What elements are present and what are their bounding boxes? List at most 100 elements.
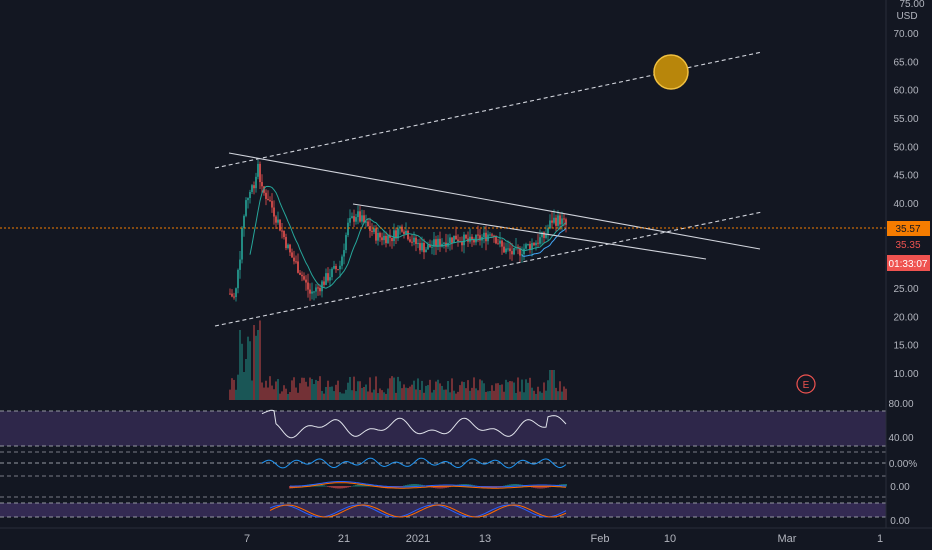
stochastic-pane[interactable] <box>0 502 886 518</box>
volume-bar <box>297 392 299 400</box>
macd-bar <box>401 486 403 487</box>
volume-bar <box>493 390 495 400</box>
candle-body <box>299 272 301 275</box>
volume-bar <box>419 389 421 400</box>
volume-bar <box>535 393 537 400</box>
volume-bar <box>407 388 409 400</box>
candle-body <box>525 244 527 249</box>
candle-body <box>307 282 309 290</box>
volume-bar <box>429 379 431 400</box>
volume-bar <box>561 391 563 400</box>
time-tick: 10 <box>664 533 676 545</box>
candle-body <box>419 243 421 251</box>
oscillator-band <box>0 411 886 446</box>
macd-bar <box>409 484 411 487</box>
volume-bar <box>553 370 555 400</box>
candle-body <box>505 248 507 253</box>
oscillator-pane[interactable] <box>0 409 886 447</box>
macd-pane[interactable] <box>289 481 567 489</box>
momentum-pane[interactable] <box>0 457 886 469</box>
volume-bar <box>521 379 523 400</box>
volume-bar <box>397 376 399 400</box>
macd-bar <box>547 486 549 488</box>
volume-bar <box>525 379 527 400</box>
candle-body <box>251 185 253 192</box>
candle-body <box>373 228 375 232</box>
candle-body <box>269 200 271 202</box>
candle-body <box>447 243 449 247</box>
candle-body <box>523 248 525 255</box>
price-tick: 65.00 <box>893 57 918 68</box>
target-circle-marker[interactable] <box>653 54 689 90</box>
candle-body <box>291 252 293 258</box>
volume-bar <box>453 390 455 400</box>
volume-bar <box>295 387 297 400</box>
inner-trendline[interactable] <box>352 203 707 260</box>
time-tick: 1 <box>877 533 883 545</box>
countdown-label: 01:33:07 <box>889 259 928 270</box>
volume-bar <box>229 389 231 400</box>
time-tick: Feb <box>591 533 610 545</box>
macd-bar <box>337 486 339 489</box>
candle-body <box>403 231 405 234</box>
volume-bar <box>523 392 525 400</box>
descending-trendline[interactable] <box>228 152 761 250</box>
volume-bar <box>291 380 293 400</box>
volume-bar <box>321 390 323 400</box>
volume-bar <box>265 380 267 400</box>
countdown-badge <box>887 255 930 271</box>
volume-bar <box>385 393 387 400</box>
volume-bar <box>531 387 533 400</box>
earnings-marker[interactable]: E <box>796 374 816 394</box>
price-tick: 10.00 <box>893 369 918 380</box>
volume-bar <box>501 384 503 400</box>
volume-bar <box>401 388 403 400</box>
macd-bar <box>405 485 407 487</box>
candle-body <box>433 239 435 247</box>
candle-body <box>387 235 389 244</box>
time-tick: 21 <box>338 533 350 545</box>
volume-bar <box>485 391 487 400</box>
candle-body <box>323 281 325 285</box>
candle-body <box>563 218 565 220</box>
price-axis[interactable]: 70.0065.0060.0055.0050.0045.0040.0035.00… <box>885 0 932 528</box>
candle-body <box>253 185 255 189</box>
macd-bar <box>501 486 503 487</box>
candle-body <box>529 243 531 250</box>
volume-bar <box>313 384 315 400</box>
volume-bar <box>329 386 331 400</box>
macd-bar <box>415 484 417 487</box>
volume-bar <box>259 320 261 400</box>
volume-bar <box>251 380 253 400</box>
price-pane[interactable]: E <box>0 51 886 400</box>
macd-bar <box>349 486 351 487</box>
candle-body <box>561 218 563 225</box>
volume-bar <box>439 383 441 400</box>
macd-bar <box>539 486 541 489</box>
candle-body <box>235 288 237 298</box>
time-axis[interactable]: 7 21 2021 13 Feb 10 Mar 1 <box>0 527 932 545</box>
volume-bar <box>387 388 389 400</box>
candle-body <box>379 233 381 238</box>
candle-body <box>407 230 409 240</box>
candle-body <box>335 266 337 270</box>
candle-body <box>355 217 357 222</box>
candle-body <box>321 281 323 292</box>
volume-bar <box>331 386 333 400</box>
macd-bar <box>441 486 443 489</box>
candle-body <box>237 269 239 289</box>
candle-body <box>497 243 499 245</box>
lower-channel-line[interactable] <box>214 211 763 327</box>
candle-body <box>509 248 511 252</box>
macd-bar <box>511 484 513 487</box>
macd-bar <box>535 486 537 489</box>
candle-body <box>389 235 391 238</box>
candle-body <box>455 235 457 240</box>
volume-bar <box>349 376 351 400</box>
candle-body <box>501 240 503 247</box>
candle-body <box>415 237 417 244</box>
macd-bar <box>391 486 393 489</box>
candle-body <box>377 233 379 241</box>
volume-bar <box>513 382 515 400</box>
